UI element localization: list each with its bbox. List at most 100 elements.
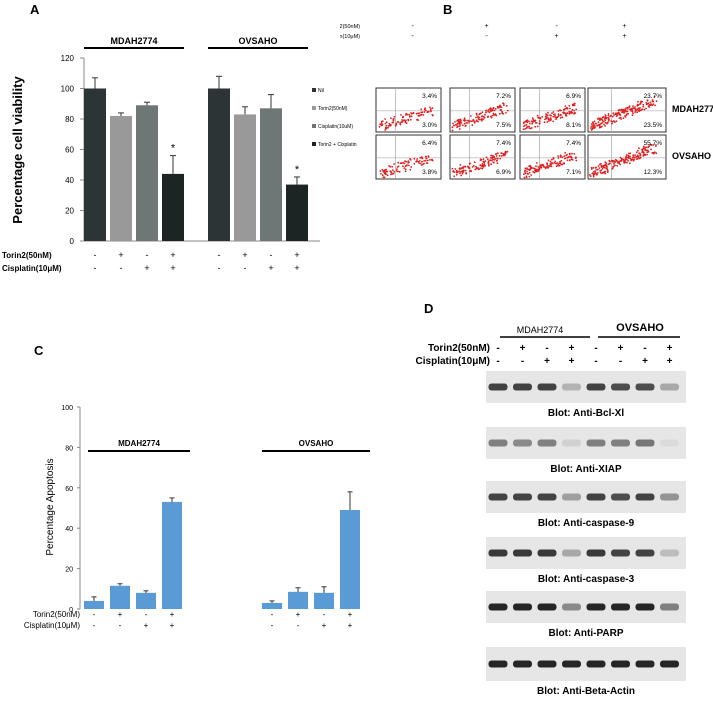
b-event-dot	[649, 104, 652, 107]
b-event-dot	[495, 157, 497, 160]
d-blot-band	[635, 493, 655, 501]
b-event-dot	[610, 114, 612, 117]
b-event-dot	[416, 158, 419, 161]
b-event-dot	[618, 117, 621, 119]
d-sign-cisplatin: -	[619, 356, 622, 367]
b-event-dot	[599, 171, 602, 174]
b-event-dot	[566, 106, 568, 109]
b-event-dot	[477, 116, 479, 119]
b-event-dot	[600, 166, 603, 168]
b-event-dot	[573, 109, 575, 112]
panel-a-legend: Nil Torin2(50nM) Cisplatin(10uM) Torin2 + C…	[312, 88, 357, 148]
b-event-dot	[552, 115, 555, 118]
b-event-dot	[451, 126, 454, 129]
b-event-dot	[417, 114, 420, 117]
b-event-dot	[647, 145, 650, 148]
b-pct-lower: 3.8%	[422, 169, 437, 176]
b-event-dot	[641, 150, 644, 153]
b-event-dot	[529, 168, 531, 171]
b-event-dot	[483, 163, 486, 166]
c-cond-torin: Torin2(50nM)	[33, 610, 80, 619]
b-event-dot	[563, 162, 565, 165]
b-event-dot	[646, 153, 648, 156]
b-event-dot	[404, 170, 407, 173]
b-event-dot	[456, 120, 458, 122]
b-event-dot	[471, 120, 473, 122]
b-event-dot	[604, 119, 607, 122]
b-event-dot	[555, 118, 557, 120]
c-sign-torin: -	[271, 610, 274, 619]
b-event-dot	[473, 120, 476, 123]
b-event-dot	[472, 118, 475, 121]
b-event-dot	[571, 152, 573, 155]
c-bar	[288, 591, 308, 609]
b-event-dot	[529, 164, 532, 167]
a-bar	[260, 108, 282, 241]
b-event-dot	[505, 112, 507, 114]
b-event-dot	[385, 168, 387, 171]
d-sign-torin: +	[618, 343, 624, 354]
b-pct-lower: 7.1%	[566, 169, 581, 176]
b-event-dot	[492, 106, 495, 109]
b-event-dot	[410, 112, 412, 114]
b-event-dot	[469, 115, 472, 117]
b-event-dot	[557, 110, 560, 112]
a-cond-cisplatin: Cisplatin(10μM)	[2, 264, 62, 273]
b-event-dot	[650, 144, 653, 147]
b-event-dot	[590, 166, 593, 169]
d-blot-band	[635, 549, 655, 557]
b-event-dot	[405, 119, 407, 122]
b-event-dot	[536, 125, 539, 128]
b-event-dot	[474, 168, 477, 171]
b-event-dot	[496, 105, 499, 108]
b-event-dot	[475, 167, 478, 170]
b-event-dot	[532, 120, 535, 122]
b-event-dot	[603, 123, 605, 126]
b-event-dot	[605, 117, 607, 119]
d-blot-label: Blot: Anti-Bcl-Xl	[548, 408, 625, 419]
b-event-dot	[538, 117, 541, 119]
b-event-dot	[655, 152, 658, 155]
b-event-dot	[626, 161, 628, 164]
b-event-dot	[633, 156, 636, 159]
b-event-dot	[590, 127, 592, 129]
b-event-dot	[524, 124, 526, 127]
b-pct-upper: 7.2%	[496, 93, 511, 100]
b-event-dot	[550, 165, 552, 167]
a-sign-cisplatin: -	[94, 263, 97, 273]
b-dotplot-frame	[375, 134, 442, 180]
b-event-dot	[381, 174, 384, 177]
b-event-dot	[463, 117, 466, 119]
b-event-dot	[423, 162, 425, 165]
b-event-dot	[617, 160, 620, 163]
b-event-dot	[619, 156, 622, 159]
b-event-dot	[461, 124, 464, 127]
b-event-dot	[481, 167, 484, 170]
b-event-dot	[392, 119, 395, 122]
b-event-dot	[488, 164, 490, 167]
b-event-dot	[480, 112, 482, 115]
d-sign-torin: -	[643, 343, 646, 354]
b-event-dot	[383, 176, 386, 179]
d-blot-strip	[486, 427, 686, 459]
b-event-dot	[566, 112, 568, 115]
c-bar	[340, 510, 360, 609]
d-blot-band	[611, 383, 630, 391]
c-bar	[314, 592, 334, 609]
d-blot-band	[513, 439, 532, 447]
b-sign-torin: -	[411, 23, 414, 30]
b-event-dot	[499, 157, 502, 160]
c-ytick-label: 80	[65, 445, 73, 452]
b-event-dot	[625, 158, 628, 161]
a-legend-swatch	[312, 142, 316, 146]
b-event-dot	[539, 122, 541, 125]
b-event-dot	[563, 108, 565, 111]
b-sign-cisplatin: -	[485, 33, 488, 40]
b-event-dot	[541, 116, 544, 118]
b-event-dot	[646, 99, 649, 102]
b-event-dot	[627, 160, 629, 162]
b-event-dot	[417, 112, 419, 115]
d-sign-torin: +	[520, 343, 526, 354]
b-event-dot	[538, 120, 541, 123]
b-event-dot	[387, 126, 389, 129]
